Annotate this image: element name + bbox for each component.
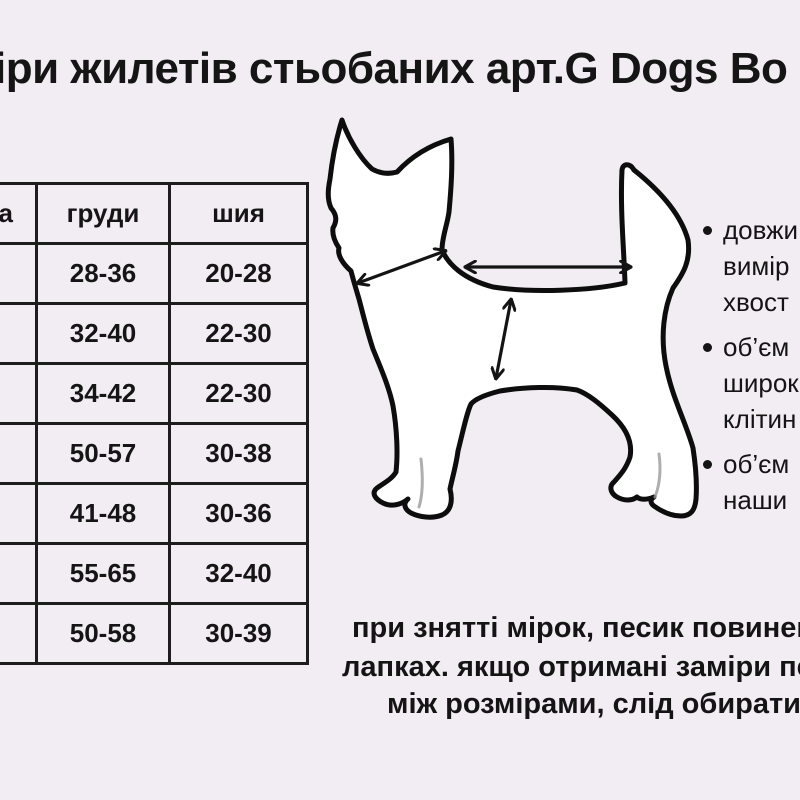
table-cell — [0, 242, 38, 305]
measurement-note-item: об’єм широк клітин — [700, 329, 799, 437]
table-cell: 32-40 — [168, 542, 309, 605]
column-header: груди — [35, 182, 171, 245]
fitting-note-line: між розмірами, слід обирати б — [387, 688, 800, 720]
note-text-line: довжи — [723, 215, 799, 245]
table-row: 32-40 22-30 — [0, 302, 309, 365]
table-cell — [0, 602, 38, 665]
size-table: а груди шия 28-36 20-28 32-40 22-30 34-42 22-30… — [0, 182, 309, 665]
fitting-note-line: при знятті мірок, песик повинен с — [352, 612, 800, 644]
table-cell: 55-65 — [35, 542, 171, 605]
dog-measurement-diagram — [325, 117, 699, 520]
table-cell: 34-42 — [35, 362, 171, 425]
table-row: 34-42 22-30 — [0, 362, 309, 425]
dog-outline-icon — [325, 117, 699, 520]
leg-shading — [653, 452, 662, 499]
table-cell: 50-58 — [35, 602, 171, 665]
table-cell: 32-40 — [35, 302, 171, 365]
note-text-line: широк — [723, 368, 799, 398]
table-cell: 41-48 — [35, 482, 171, 545]
note-text-line: хвост — [723, 287, 789, 317]
neck-girth-arrow — [358, 251, 445, 283]
table-cell: 30-39 — [168, 602, 309, 665]
table-row: 41-48 30-36 — [0, 482, 309, 545]
measurement-note-item: об’єм наши — [700, 446, 799, 518]
table-row: 50-58 30-39 — [0, 602, 309, 665]
leg-shading — [417, 457, 424, 509]
table-body: 28-36 20-28 32-40 22-30 34-42 22-30 50-57 30-38… — [0, 242, 309, 665]
table-cell: 20-28 — [168, 242, 309, 305]
table-cell: 30-36 — [168, 482, 309, 545]
table-row: 50-57 30-38 — [0, 422, 309, 485]
table-row: 28-36 20-28 — [0, 242, 309, 305]
table-cell — [0, 482, 38, 545]
table-cell — [0, 422, 38, 485]
table-row: 55-65 32-40 — [0, 542, 309, 605]
column-header: шия — [168, 182, 309, 245]
note-text-line: наши — [723, 485, 788, 515]
table-cell: 22-30 — [168, 362, 309, 425]
table-cell: 28-36 — [35, 242, 171, 305]
table-cell — [0, 362, 38, 425]
note-text-line: об’єм — [723, 332, 790, 362]
measurement-notes: довжи вимір хвост об’єм широк клітин об’єм наши — [700, 212, 799, 527]
column-header: а — [0, 182, 38, 245]
chest-girth-arrow — [496, 300, 511, 378]
note-text-line: об’єм — [723, 449, 790, 479]
table-cell — [0, 542, 38, 605]
table-cell: 22-30 — [168, 302, 309, 365]
note-text-line: клітин — [723, 404, 797, 434]
measurement-note-item: довжи вимір хвост — [700, 212, 799, 320]
page-title: іри жилетів стьобаних арт.G Dogs Bo — [0, 44, 788, 93]
note-text-line: вимір — [723, 251, 790, 281]
table-cell: 50-57 — [35, 422, 171, 485]
table-cell: 30-38 — [168, 422, 309, 485]
table-header-row: а груди шия — [0, 182, 309, 245]
table-cell — [0, 302, 38, 365]
fitting-note-line: лапках. якщо отримані заміри пе — [342, 651, 800, 683]
